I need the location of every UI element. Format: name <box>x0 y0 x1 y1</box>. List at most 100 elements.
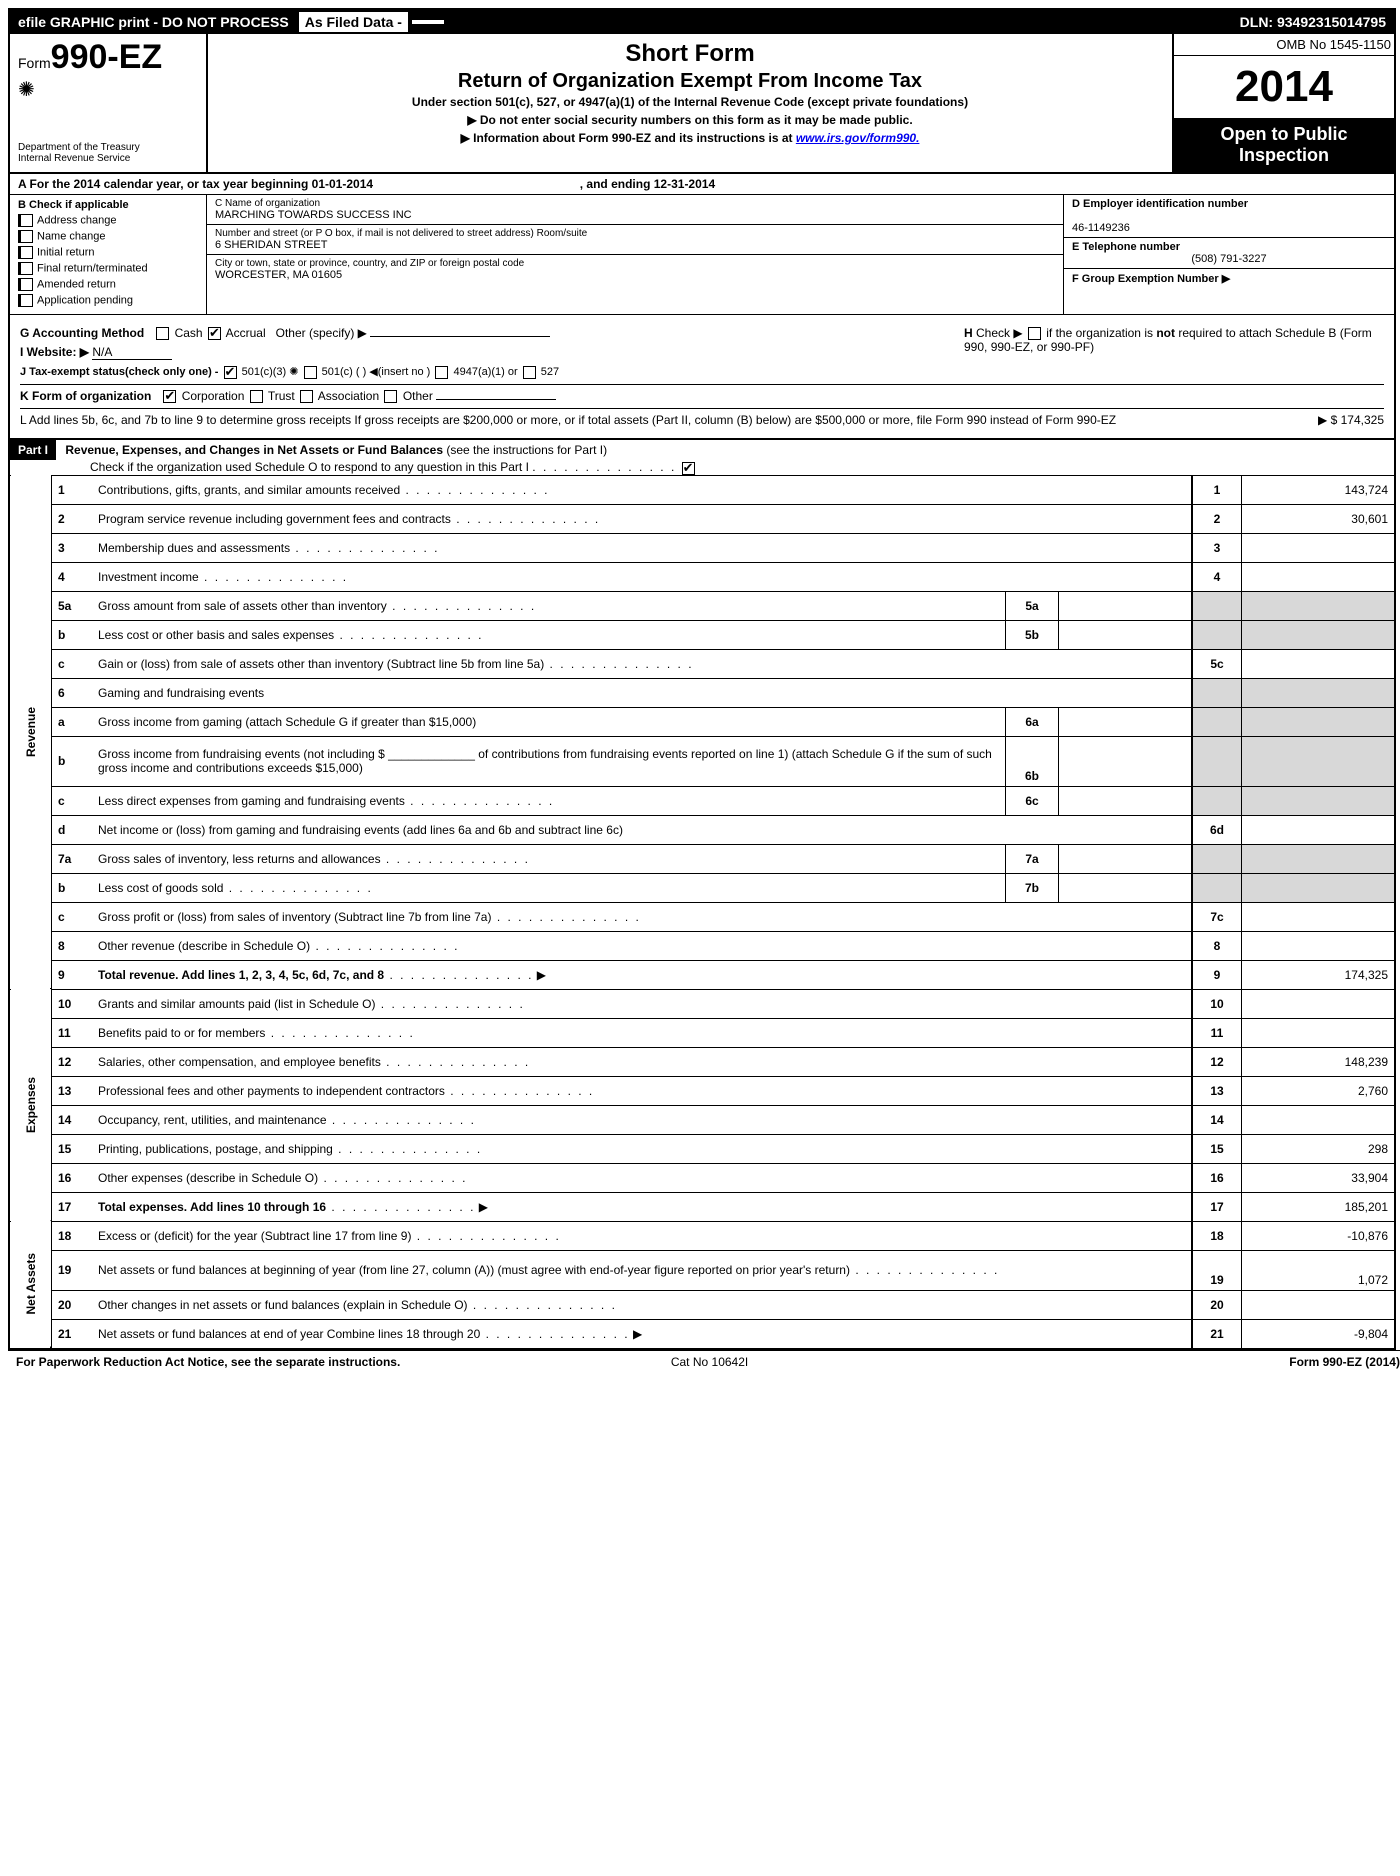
cell-c-addr: Number and street (or P O box, if mail i… <box>207 225 1063 255</box>
line-9-val: 174,325 <box>1242 960 1395 989</box>
line-21-num: 21 <box>51 1319 92 1348</box>
chk-trust[interactable] <box>250 390 263 403</box>
chk-initial-return[interactable]: Initial return <box>18 246 198 259</box>
h-box: H Check ▶ if the organization is not req… <box>964 326 1384 354</box>
c-city-label: City or town, state or province, country… <box>215 258 1055 269</box>
line-21-desc: Net assets or fund balances at end of ye… <box>92 1319 1192 1348</box>
chk-4947[interactable] <box>435 366 448 379</box>
line-7b-shade1 <box>1192 873 1242 902</box>
line-5b-shade2 <box>1242 620 1395 649</box>
line-12-rnum: 12 <box>1192 1047 1242 1076</box>
line-2-val: 30,601 <box>1242 504 1395 533</box>
line-9-desc: Total revenue. Add lines 1, 2, 3, 4, 5c,… <box>92 960 1192 989</box>
line-3-rnum: 3 <box>1192 533 1242 562</box>
chk-final-return[interactable]: Final return/terminated <box>18 262 198 275</box>
g-accrual-label: Accrual <box>226 326 266 340</box>
line-19-rnum: 19 <box>1192 1250 1242 1290</box>
line-4-num: 4 <box>51 562 92 591</box>
line-11-num: 11 <box>51 1018 92 1047</box>
line-6a-sn: 6a <box>1006 707 1059 736</box>
info-note: ▶ Information about Form 990-EZ and its … <box>216 131 1164 145</box>
line-5a-sn: 5a <box>1006 591 1059 620</box>
part1-inst: (see the instructions for Part I) <box>446 443 607 457</box>
chk-corp[interactable] <box>163 390 176 403</box>
part1-header: Part I Revenue, Expenses, and Changes in… <box>10 438 1394 474</box>
chk-name-change[interactable]: Name change <box>18 230 198 243</box>
line-19-num: 19 <box>51 1250 92 1290</box>
l-text: L Add lines 5b, 6c, and 7b to line 9 to … <box>20 413 1116 427</box>
chk-application-pending[interactable]: Application pending <box>18 294 198 307</box>
k-label: K Form of organization <box>20 389 151 403</box>
chk-cash[interactable] <box>156 327 169 340</box>
form-subtitle: Under section 501(c), 527, or 4947(a)(1)… <box>216 95 1164 109</box>
line-8-desc: Other revenue (describe in Schedule O) <box>92 931 1192 960</box>
chk-amended-return[interactable]: Amended return <box>18 278 198 291</box>
chk-schedule-o[interactable] <box>682 462 695 475</box>
l-amount: ▶ $ 174,325 <box>1318 413 1384 427</box>
part1-sched-o: Check if the organization used Schedule … <box>10 460 697 474</box>
line-7b-num: b <box>51 873 92 902</box>
line-17-num: 17 <box>51 1192 92 1221</box>
chk-527[interactable] <box>523 366 536 379</box>
org-city: WORCESTER, MA 01605 <box>215 269 1055 281</box>
revenue-side-label: Revenue <box>10 475 51 989</box>
netassets-side-label: Net Assets <box>10 1221 51 1348</box>
line-11-val <box>1242 1018 1395 1047</box>
line-6-shade1 <box>1192 678 1242 707</box>
line-15-num: 15 <box>51 1134 92 1163</box>
line-7c-desc: Gross profit or (loss) from sales of inv… <box>92 902 1192 931</box>
line-21-val: -9,804 <box>1242 1319 1395 1348</box>
line-16-val: 33,904 <box>1242 1163 1395 1192</box>
line-5a-desc: Gross amount from sale of assets other t… <box>92 591 1006 620</box>
line-6b-sv <box>1059 736 1193 786</box>
irs-label: Internal Revenue Service <box>18 153 198 164</box>
line-20-num: 20 <box>51 1290 92 1319</box>
form-number: Form990-EZ <box>18 38 198 77</box>
open-public: Open to Public Inspection <box>1174 118 1394 172</box>
irs-link[interactable]: www.irs.gov/form990. <box>796 131 920 145</box>
c-addr-label: Number and street (or P O box, if mail i… <box>215 228 1055 239</box>
group-exemption-label: F Group Exemption Number ▶ <box>1072 273 1230 285</box>
col-b: B Check if applicable Address change Nam… <box>10 195 207 314</box>
line-20-rnum: 20 <box>1192 1290 1242 1319</box>
line-16-rnum: 16 <box>1192 1163 1242 1192</box>
row-a-begin: A For the 2014 calendar year, or tax yea… <box>18 177 373 191</box>
line-6c-desc: Less direct expenses from gaming and fun… <box>92 786 1006 815</box>
k-other: Other <box>403 389 433 403</box>
col-d: D Employer identification number 46-1149… <box>1063 195 1394 314</box>
g-label: G Accounting Method <box>20 326 144 340</box>
line-6b-shade1 <box>1192 736 1242 786</box>
col-c: C Name of organization MARCHING TOWARDS … <box>207 195 1063 314</box>
chk-501c[interactable] <box>304 366 317 379</box>
footer-mid: Cat No 10642I <box>671 1355 748 1369</box>
chk-501c3[interactable] <box>224 366 237 379</box>
header-right: OMB No 1545-1150 2014 Open to Public Ins… <box>1172 34 1394 172</box>
line-7a-shade2 <box>1242 844 1395 873</box>
line-5a-shade2 <box>1242 591 1395 620</box>
line-18-rnum: 18 <box>1192 1221 1242 1250</box>
line-1-rnum: 1 <box>1192 475 1242 504</box>
line-2-rnum: 2 <box>1192 504 1242 533</box>
line-6b-sn: 6b <box>1006 736 1059 786</box>
line-1-num: 1 <box>51 475 92 504</box>
chk-h[interactable] <box>1028 327 1041 340</box>
line-7b-shade2 <box>1242 873 1395 902</box>
org-name: MARCHING TOWARDS SUCCESS INC <box>215 209 1055 221</box>
chk-assoc[interactable] <box>300 390 313 403</box>
chk-other[interactable] <box>384 390 397 403</box>
line-5c-num: c <box>51 649 92 678</box>
chk-accrual[interactable] <box>208 327 221 340</box>
k-assoc: Association <box>318 389 379 403</box>
chk-address-change[interactable]: Address change <box>18 214 198 227</box>
line-5c-val <box>1242 649 1395 678</box>
line-6d-val <box>1242 815 1395 844</box>
cell-tel: E Telephone number (508) 791-3227 <box>1064 238 1394 269</box>
line-5b-sn: 5b <box>1006 620 1059 649</box>
line-7c-rnum: 7c <box>1192 902 1242 931</box>
line-12-val: 148,239 <box>1242 1047 1395 1076</box>
i-label: I Website: ▶ <box>20 345 89 359</box>
line-11-desc: Benefits paid to or for members <box>92 1018 1192 1047</box>
line-6c-shade1 <box>1192 786 1242 815</box>
line-6d-rnum: 6d <box>1192 815 1242 844</box>
line-k: K Form of organization Corporation Trust… <box>20 384 1384 403</box>
